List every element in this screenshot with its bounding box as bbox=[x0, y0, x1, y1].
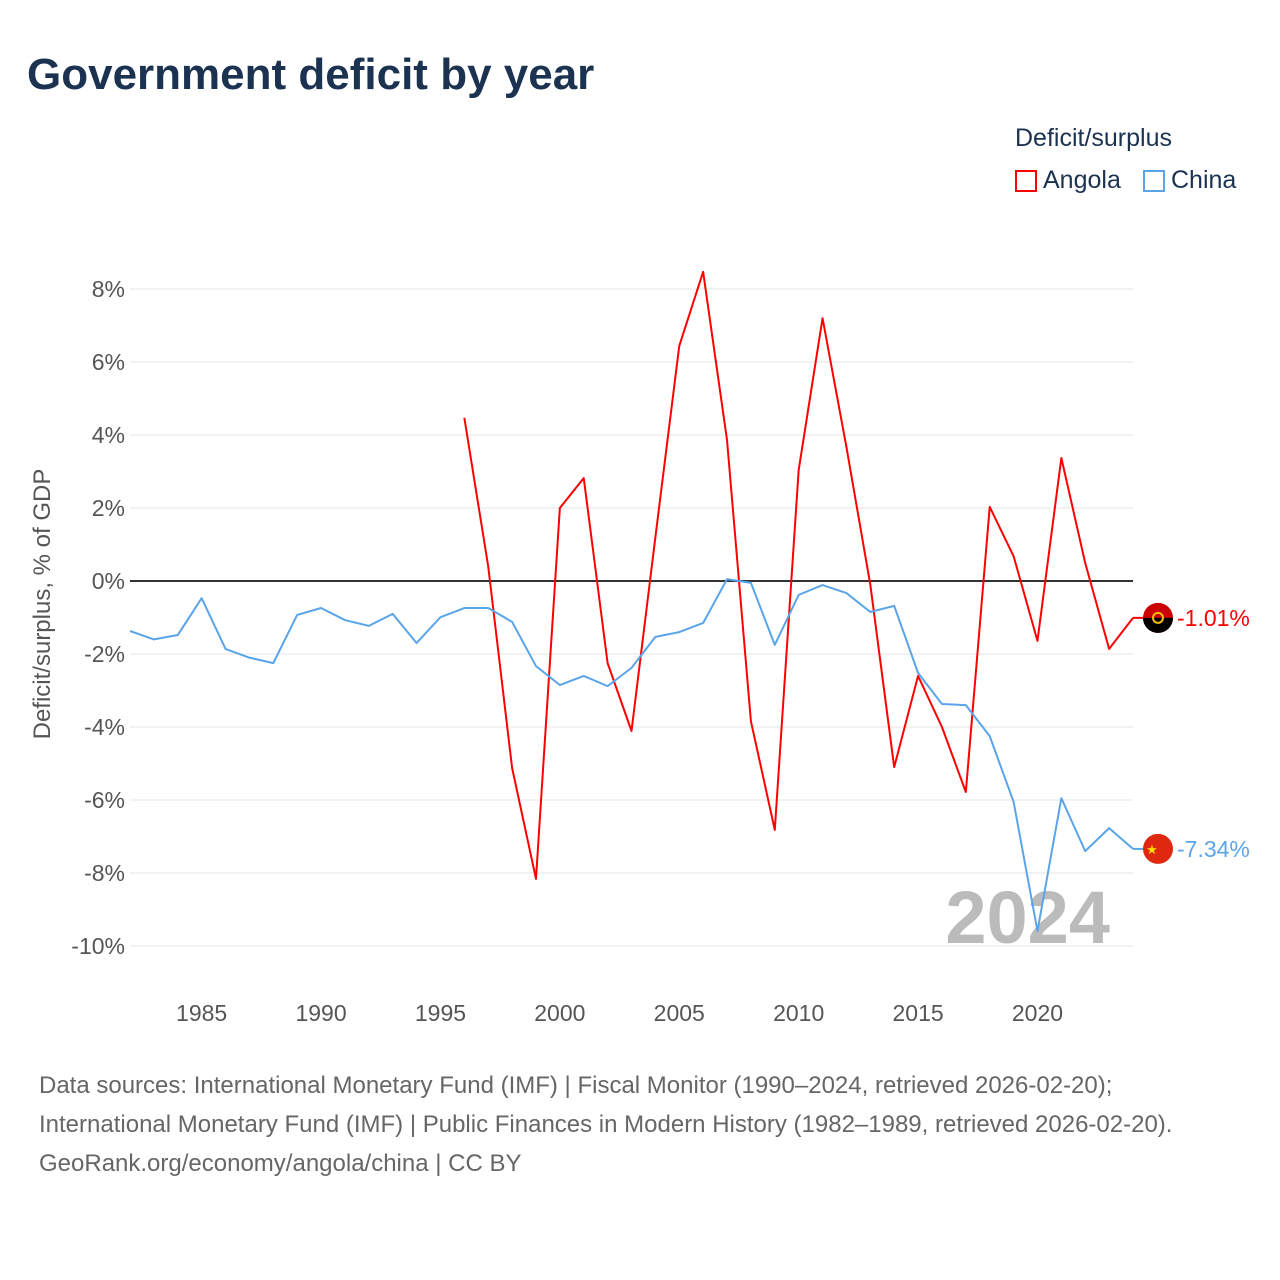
y-tick-label: -10% bbox=[71, 933, 125, 959]
y-tick-label: -8% bbox=[84, 860, 125, 886]
legend-title: Deficit/surplus bbox=[1015, 124, 1172, 152]
year-watermark: 2024 bbox=[945, 876, 1110, 959]
line-chart: 8% 6% 4% 2% 0% -2% -4% -6% -8% -10% 1985 1990 1995 20… bbox=[29, 270, 1250, 1026]
footer: Data sources: International Monetary Fun… bbox=[39, 1066, 1239, 1183]
x-tick-label: 2005 bbox=[654, 1000, 705, 1026]
y-tick-label: -2% bbox=[84, 641, 125, 667]
legend-label: Angola bbox=[1043, 166, 1121, 194]
y-tick-label: -6% bbox=[84, 787, 125, 813]
series-line-china bbox=[129, 578, 1134, 933]
x-tick-label: 2015 bbox=[892, 1000, 943, 1026]
y-tick-label: 8% bbox=[92, 276, 125, 302]
data-sources: Data sources: International Monetary Fun… bbox=[39, 1072, 1173, 1138]
x-tick-label: 2000 bbox=[534, 1000, 585, 1026]
angola-emblem bbox=[1152, 611, 1164, 624]
end-value-label: -7.34% bbox=[1177, 836, 1250, 862]
legend-label: China bbox=[1171, 166, 1237, 194]
legend-swatch-angola bbox=[1015, 169, 1037, 192]
y-axis-label: Deficit/surplus, % of GDP bbox=[29, 469, 56, 740]
credit-link[interactable]: GeoRank.org/economy/angola/china | CC BY bbox=[39, 1150, 522, 1177]
legend-item-china[interactable]: China bbox=[1143, 166, 1236, 195]
x-tick-label: 1990 bbox=[295, 1000, 346, 1026]
series-line-angola bbox=[463, 270, 1134, 880]
angola-flag-lower bbox=[1143, 617, 1173, 633]
china-flag-star: ★ bbox=[1146, 842, 1158, 857]
y-tick-label: 4% bbox=[92, 422, 125, 448]
china-flag-icon bbox=[1143, 833, 1173, 864]
x-tick-label: 1985 bbox=[176, 1000, 227, 1026]
y-tick-label: -4% bbox=[84, 714, 125, 740]
x-tick-label: 1995 bbox=[415, 1000, 466, 1026]
legend-swatch-china bbox=[1143, 169, 1165, 192]
legend-item-angola[interactable]: Angola bbox=[1015, 166, 1121, 195]
y-tick-label: 6% bbox=[92, 349, 125, 375]
page-title: Government deficit by year bbox=[27, 50, 595, 99]
x-tick-label: 2010 bbox=[773, 1000, 824, 1026]
y-tick-label: 2% bbox=[92, 495, 125, 521]
y-tick-label: 0% bbox=[92, 568, 125, 594]
x-tick-label: 2020 bbox=[1012, 1000, 1063, 1026]
end-value-label: -1.01% bbox=[1177, 605, 1250, 631]
